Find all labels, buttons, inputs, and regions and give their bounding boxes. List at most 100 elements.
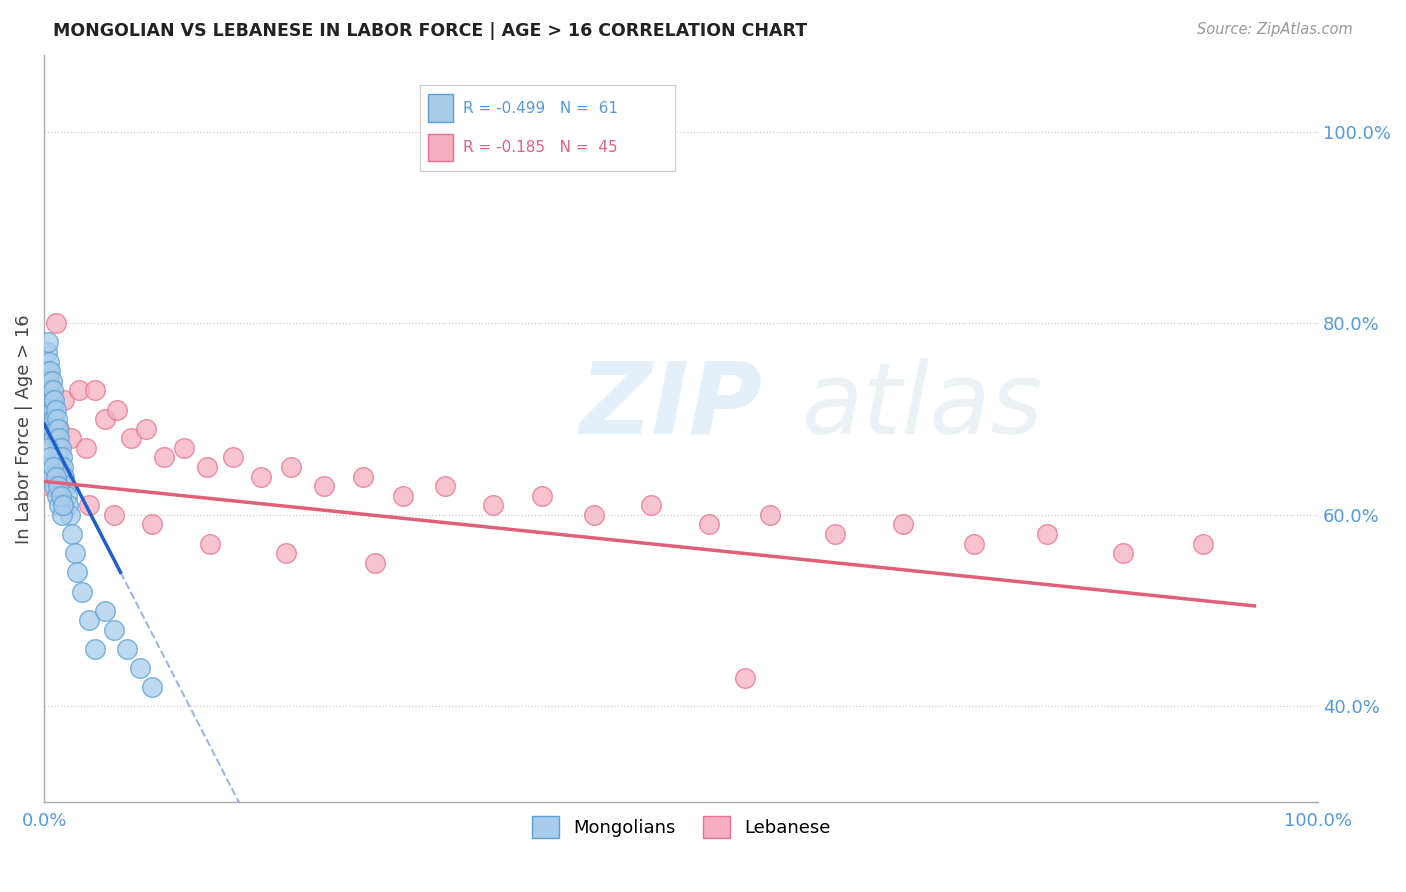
Point (195, 460, 218, 475)
Point (48, 431, 70, 445)
Point (46, 441, 69, 455)
Point (44, 392, 66, 407)
Point (41, 469, 63, 483)
Point (249, 469, 271, 483)
Point (103, 508, 125, 522)
Point (37, 441, 59, 455)
Point (38, 374, 60, 388)
Point (51, 508, 73, 522)
Point (45, 469, 67, 483)
Point (94, 604, 117, 618)
Text: ZIP: ZIP (579, 358, 762, 455)
Point (221, 450, 243, 465)
Point (120, 431, 142, 445)
Point (41, 392, 63, 407)
Point (51, 450, 73, 465)
Point (49, 441, 72, 455)
Point (39, 479, 62, 493)
Point (135, 422, 157, 436)
Point (46, 422, 69, 436)
Point (128, 661, 150, 675)
Point (42, 422, 65, 436)
Point (45, 412, 67, 426)
Point (49, 460, 72, 475)
Point (52, 499, 75, 513)
Text: atlas: atlas (803, 358, 1043, 455)
Point (39, 402, 62, 417)
Point (52, 469, 75, 483)
Point (103, 623, 125, 637)
Point (75, 441, 97, 455)
Point (583, 508, 606, 522)
Point (48, 450, 70, 465)
Point (891, 517, 914, 532)
Point (42, 460, 65, 475)
Point (734, 671, 756, 685)
Point (697, 517, 720, 532)
Text: Source: ZipAtlas.com: Source: ZipAtlas.com (1197, 22, 1353, 37)
Point (141, 681, 163, 695)
Point (173, 441, 195, 455)
Point (46, 479, 69, 493)
Point (49, 489, 72, 503)
Point (824, 527, 846, 541)
Point (84, 384, 107, 398)
Point (640, 499, 662, 513)
Point (59, 431, 82, 445)
Point (352, 469, 374, 483)
Point (94, 412, 117, 426)
Point (48, 422, 70, 436)
Point (52, 479, 75, 493)
Point (38, 384, 60, 398)
Point (45, 316, 67, 330)
Point (63, 546, 86, 560)
Point (39, 364, 62, 378)
Point (38, 460, 60, 475)
Point (56, 489, 79, 503)
Point (45, 402, 67, 417)
Point (141, 517, 163, 532)
Point (41, 374, 63, 388)
Point (77, 499, 100, 513)
Point (1036, 527, 1059, 541)
Point (44, 479, 66, 493)
Point (105, 402, 128, 417)
Point (198, 536, 221, 550)
Point (53, 469, 76, 483)
Point (115, 642, 138, 657)
Point (42, 384, 65, 398)
Point (35, 345, 58, 359)
Point (45, 422, 67, 436)
Legend: Mongolians, Lebanese: Mongolians, Lebanese (524, 809, 838, 846)
Point (55, 479, 77, 493)
Point (45, 431, 67, 445)
Point (37, 364, 59, 378)
Point (41, 412, 63, 426)
Point (37, 335, 59, 350)
Point (45, 450, 67, 465)
Point (364, 556, 387, 570)
Point (66, 566, 89, 580)
Text: MONGOLIAN VS LEBANESE IN LABOR FORCE | AGE > 16 CORRELATION CHART: MONGOLIAN VS LEBANESE IN LABOR FORCE | A… (53, 22, 807, 40)
Point (963, 536, 986, 550)
Point (58, 508, 80, 522)
Point (35, 392, 58, 407)
Point (42, 402, 65, 417)
Point (1192, 536, 1215, 550)
Point (44, 431, 66, 445)
Point (48, 499, 70, 513)
Point (39, 384, 62, 398)
Point (67, 384, 90, 398)
Point (38, 392, 60, 407)
Point (53, 392, 76, 407)
Point (276, 546, 298, 560)
Point (759, 508, 782, 522)
Point (1112, 546, 1135, 560)
Point (58, 499, 80, 513)
Y-axis label: In Labor Force | Age > 16: In Labor Force | Age > 16 (15, 314, 32, 543)
Point (72, 584, 94, 599)
Point (77, 613, 100, 627)
Point (481, 499, 503, 513)
Point (45, 489, 67, 503)
Point (280, 460, 302, 475)
